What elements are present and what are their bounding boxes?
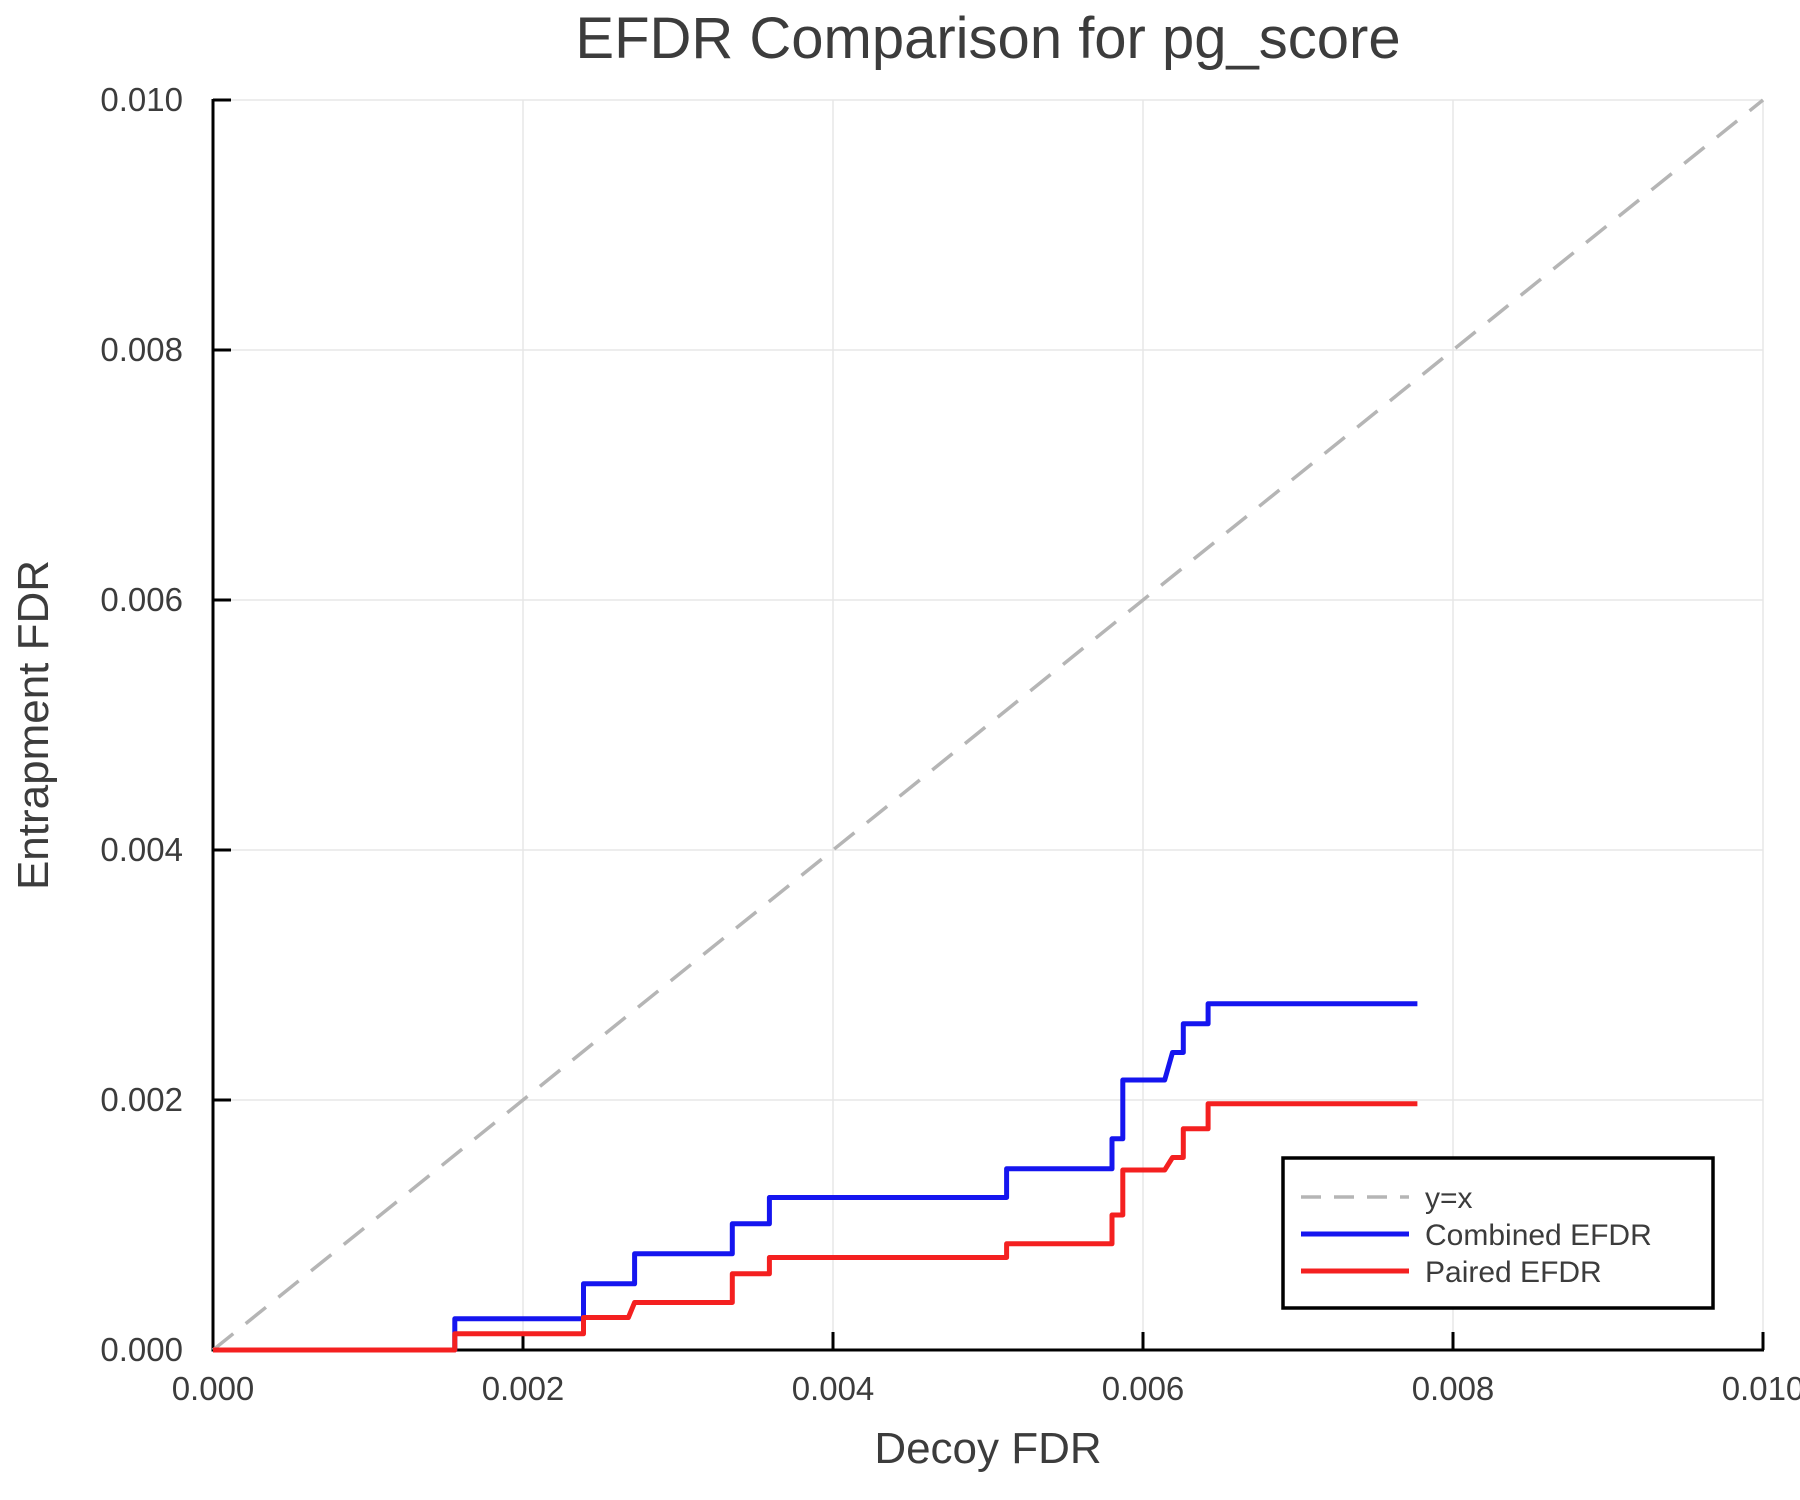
y-tick-label: 0.004: [100, 831, 183, 868]
chart-title: EFDR Comparison for pg_score: [575, 6, 1400, 71]
x-axis-label: Decoy FDR: [874, 1424, 1101, 1473]
x-tick-label: 0.004: [792, 1370, 875, 1407]
legend-label: Combined EFDR: [1425, 1219, 1652, 1252]
x-tick-label: 0.000: [172, 1370, 255, 1407]
grid-layer: [213, 99, 1764, 1350]
series-line-y-x: [211, 98, 1765, 1352]
y-tick-label: 0.006: [100, 581, 183, 618]
x-tick-label: 0.002: [482, 1370, 565, 1407]
legend: y=x Combined EFDR Paired EFDR: [1281, 1156, 1715, 1310]
x-tick-label: 0.010: [1722, 1370, 1800, 1407]
y-tick-label: 0.010: [100, 81, 183, 118]
series-layer: [211, 98, 1765, 1353]
series-line-combined-efdr: [213, 1001, 1418, 1353]
y-tick-label: 0.000: [100, 1331, 183, 1368]
series-line-paired-efdr: [213, 1101, 1418, 1353]
axis-layer: 0.000 0.002 0.004 0.006 0.008 0.010 0.000 0.002…: [100, 81, 1800, 1407]
legend-label: y=x: [1425, 1182, 1473, 1215]
y-tick-label: 0.002: [100, 1081, 183, 1118]
y-axis-label: Entrapment FDR: [9, 560, 58, 890]
x-tick-label: 0.006: [1102, 1370, 1185, 1407]
legend-label: Paired EFDR: [1425, 1256, 1602, 1289]
y-tick-label: 0.008: [100, 331, 183, 368]
x-tick-label: 0.008: [1412, 1370, 1495, 1407]
